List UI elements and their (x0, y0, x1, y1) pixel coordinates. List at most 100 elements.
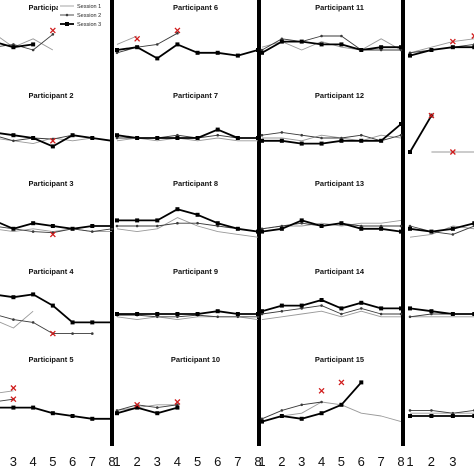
series-point (450, 45, 455, 50)
panel: Participant 15 (260, 355, 402, 424)
series-point (429, 309, 434, 314)
series-point (115, 136, 119, 140)
series-point (320, 34, 323, 38)
x-tick-label: 3 (298, 454, 305, 469)
series-point (299, 303, 304, 308)
series-point (90, 224, 95, 228)
legend-label: Session 3 (77, 22, 101, 28)
series-point (399, 45, 403, 50)
series-point (215, 50, 220, 55)
series-point (195, 136, 200, 140)
panel (408, 112, 474, 155)
series-point (260, 48, 264, 52)
series-point (90, 416, 95, 421)
series-point (216, 224, 220, 228)
series-point (195, 312, 200, 316)
x-tick-label: 5 (338, 454, 345, 469)
series-point (379, 138, 384, 143)
x-tick-label: 8 (397, 454, 404, 469)
panel: Participant 7 (115, 91, 260, 142)
series-point (235, 226, 240, 231)
panel: Participant 1 (0, 3, 74, 52)
series-point (430, 312, 433, 316)
x-tick-label: 3 (449, 454, 456, 469)
series-point (472, 414, 474, 418)
series-point (256, 315, 260, 319)
series-line (261, 381, 362, 423)
panel-title: Participant 7 (173, 91, 218, 100)
series-point (319, 42, 324, 47)
panel: Participant 8 (115, 179, 260, 238)
series-point (155, 136, 160, 140)
series-point (175, 405, 180, 410)
panel: Participant 5 (0, 355, 114, 421)
panel: Participant 2 (0, 91, 114, 149)
panel-title: Participant 2 (28, 91, 73, 100)
series-point (11, 45, 16, 50)
series-point (319, 298, 324, 302)
series-point (135, 312, 140, 316)
x-tick-label: 3 (154, 454, 161, 469)
series-point (320, 400, 323, 404)
panel: Participant 12 (260, 91, 403, 146)
legend-entry: Session 3 (60, 22, 101, 28)
series-point (399, 48, 403, 52)
series-line (409, 115, 433, 153)
series-point (110, 227, 114, 231)
series-line (0, 226, 113, 234)
series-line (409, 313, 474, 318)
series-line (261, 40, 401, 54)
panel (408, 409, 474, 418)
series-point (299, 141, 304, 146)
series-point (135, 218, 140, 223)
series-point (115, 133, 119, 138)
series-point (215, 221, 220, 226)
series-point (280, 309, 284, 313)
series-line (0, 222, 112, 230)
series-point (429, 48, 434, 52)
series-point (110, 138, 114, 143)
series-point (70, 414, 75, 418)
series-point (260, 417, 264, 421)
series-point (110, 320, 114, 325)
series-point (408, 224, 412, 228)
series-point (176, 31, 179, 35)
series-point (70, 226, 75, 231)
series-point (472, 312, 474, 316)
missing-marker (449, 149, 456, 155)
series-point (359, 138, 364, 143)
x-tick-label: 4 (30, 454, 37, 469)
series-point (359, 48, 364, 52)
series-point (155, 224, 159, 228)
series-point (90, 332, 94, 335)
panel-title: Participant 5 (28, 355, 73, 364)
series-point (115, 411, 119, 416)
series-point (260, 50, 264, 55)
panel: Participant 10 (115, 355, 220, 416)
x-tick-label: 7 (234, 454, 241, 469)
series-point (215, 127, 220, 132)
series-point (450, 414, 455, 418)
series-point (175, 42, 180, 47)
series-point (115, 48, 119, 52)
missing-marker (428, 112, 435, 119)
missing-marker (49, 27, 56, 34)
series-line (409, 307, 474, 315)
panel-title: Participant 13 (315, 179, 364, 188)
series-line (261, 310, 401, 321)
series-point (31, 321, 35, 324)
series-point (155, 218, 160, 223)
series-point (31, 230, 35, 233)
missing-marker (338, 379, 345, 386)
series-line (116, 404, 178, 411)
series-point (115, 312, 119, 316)
series-point (451, 233, 455, 236)
series-point (339, 402, 344, 407)
series-line (0, 310, 34, 329)
x-tick-label: 6 (358, 454, 365, 469)
series-line (117, 314, 258, 318)
series-point (12, 139, 15, 143)
series-line (261, 219, 402, 233)
missing-marker (49, 231, 56, 238)
series-point (176, 315, 179, 319)
